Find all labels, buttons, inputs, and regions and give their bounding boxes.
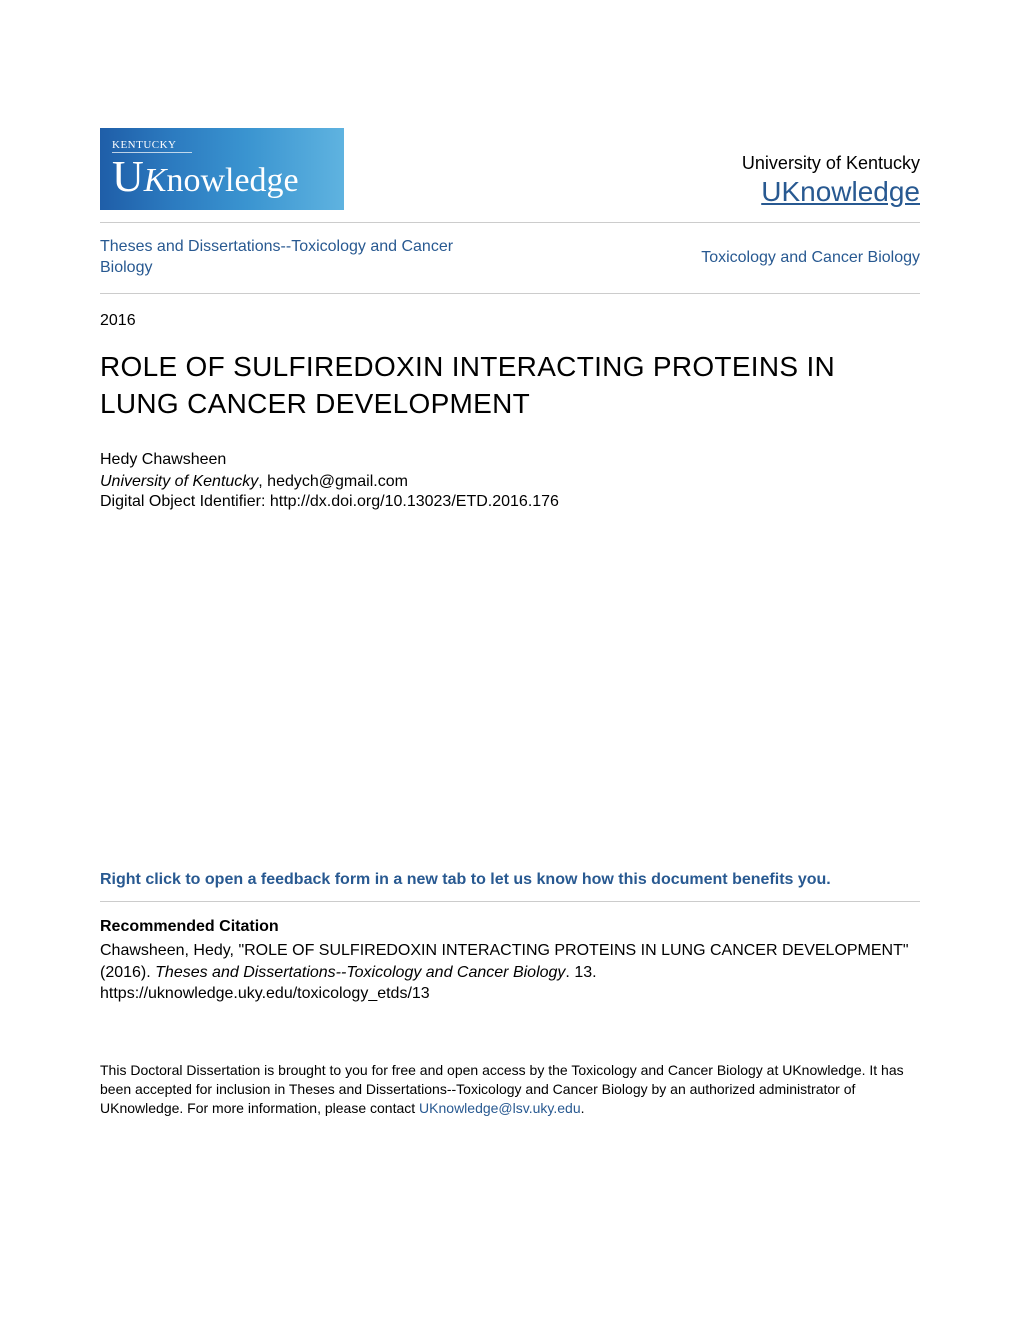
logo-top-text: KENTUCKY [112,139,192,153]
footer-text: This Doctoral Dissertation is brought to… [100,1061,920,1118]
recommended-citation-body: Chawsheen, Hedy, "ROLE OF SULFIREDOXIN I… [100,940,920,1005]
collection-left-link[interactable]: Theses and Dissertations--Toxicology and… [100,237,460,279]
collection-row: Theses and Dissertations--Toxicology and… [100,235,920,281]
author-affiliation: University of Kentucky, hedych@gmail.com [100,473,920,491]
author-institution: University of Kentucky [100,473,258,490]
author-email: hedych@gmail.com [267,473,408,490]
doi-line: Digital Object Identifier: http://dx.doi… [100,493,920,511]
citation-series: Theses and Dissertations--Toxicology and… [155,964,565,981]
author-name: Hedy Chawsheen [100,451,920,469]
doi-url: http://dx.doi.org/10.13023/ETD.2016.176 [270,493,559,510]
logo-main-text: UKnowledge [112,155,344,199]
header-right: University of Kentucky UKnowledge [742,153,920,210]
feedback-link[interactable]: Right click to open a feedback form in a… [100,871,920,889]
header-row: KENTUCKY UKnowledge University of Kentuc… [100,128,920,210]
citation-permalink: https://uknowledge.uky.edu/toxicology_et… [100,985,430,1002]
divider [100,293,920,294]
collection-right-link[interactable]: Toxicology and Cancer Biology [701,249,920,267]
uknowledge-logo: KENTUCKY UKnowledge [100,128,344,210]
footer-contact-link[interactable]: UKnowledge@lsv.uky.edu [419,1100,581,1116]
doi-label: Digital Object Identifier: [100,493,270,510]
footer-post: . [581,1100,585,1116]
recommended-citation-heading: Recommended Citation [100,918,920,936]
divider [100,222,920,223]
repository-link[interactable]: UKnowledge [761,176,920,207]
publication-year: 2016 [100,312,920,330]
citation-tail: . 13. [565,964,596,981]
document-title: ROLE OF SULFIREDOXIN INTERACTING PROTEIN… [100,348,920,424]
repository-cover-page: KENTUCKY UKnowledge University of Kentuc… [0,0,1020,1178]
divider [100,901,920,902]
institution-name: University of Kentucky [742,153,920,174]
